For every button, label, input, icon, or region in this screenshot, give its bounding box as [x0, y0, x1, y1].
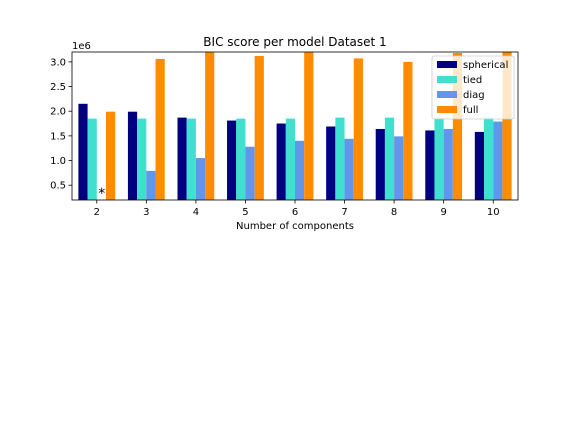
bar-spherical-10	[475, 132, 484, 200]
x-tick-label: 3	[143, 207, 149, 218]
legend-swatch-diag	[437, 91, 457, 98]
x-tick-label: 8	[391, 207, 397, 218]
bar-full-7	[354, 58, 363, 200]
bar-tied-9	[434, 118, 443, 200]
y-tick-label: 0.5	[50, 181, 66, 192]
bar-tied-10	[484, 118, 493, 200]
bar-tied-2	[88, 119, 97, 200]
y-tick-label: 2.0	[50, 107, 66, 118]
bar-spherical-7	[326, 126, 335, 200]
x-tick-label: 7	[341, 207, 347, 218]
bar-tied-4	[187, 119, 196, 200]
legend-swatch-spherical	[437, 61, 457, 68]
x-tick-label: 5	[242, 207, 248, 218]
annotation-star: *	[98, 186, 105, 202]
chart-title: BIC score per model Dataset 1	[203, 35, 386, 49]
y-tick-label: 3.0	[50, 57, 66, 68]
bar-full-2	[106, 112, 115, 200]
bar-diag-10	[493, 122, 502, 200]
x-tick-label: 4	[193, 207, 199, 218]
x-axis-label: Number of components	[236, 221, 354, 232]
bar-spherical-5	[227, 121, 236, 200]
bar-diag-7	[345, 139, 354, 200]
bar-tied-8	[385, 118, 394, 200]
legend-swatch-tied	[437, 76, 457, 83]
legend-label-full: full	[463, 105, 478, 116]
bar-tied-7	[335, 118, 344, 200]
legend: spherical tied diag full	[432, 56, 514, 119]
bar-spherical-9	[425, 130, 434, 200]
bar-diag-8	[394, 136, 403, 200]
bar-full-3	[156, 59, 165, 200]
bar-spherical-3	[128, 112, 137, 200]
legend-label-tied: tied	[463, 75, 482, 86]
legend-swatch-full	[437, 106, 457, 113]
bar-tied-5	[236, 119, 245, 200]
x-tick-label: 10	[487, 207, 500, 218]
bar-diag-5	[245, 147, 254, 200]
y-tick-label: 1.5	[50, 131, 66, 142]
bar-diag-4	[196, 158, 205, 200]
x-tick-label: 6	[292, 207, 298, 218]
bar-tied-6	[286, 119, 295, 200]
y-scale-label: 1e6	[72, 41, 91, 52]
bar-spherical-8	[376, 129, 385, 200]
bar-diag-3	[146, 171, 155, 200]
bar-full-5	[255, 56, 264, 200]
legend-label-diag: diag	[463, 90, 485, 101]
bar-full-6	[304, 52, 313, 200]
bar-spherical-4	[177, 118, 186, 200]
bar-full-8	[403, 62, 412, 200]
bar-diag-6	[295, 141, 304, 200]
y-tick-label: 1.0	[50, 156, 66, 167]
bar-tied-3	[137, 119, 146, 200]
bar-diag-9	[444, 129, 453, 200]
x-tick-label: 9	[440, 207, 446, 218]
bar-spherical-6	[277, 124, 286, 200]
bar-spherical-2	[78, 104, 87, 200]
legend-label-spherical: spherical	[463, 60, 508, 71]
bar-full-4	[205, 52, 214, 200]
y-tick-label: 2.5	[50, 82, 66, 93]
x-tick-label: 2	[94, 207, 100, 218]
